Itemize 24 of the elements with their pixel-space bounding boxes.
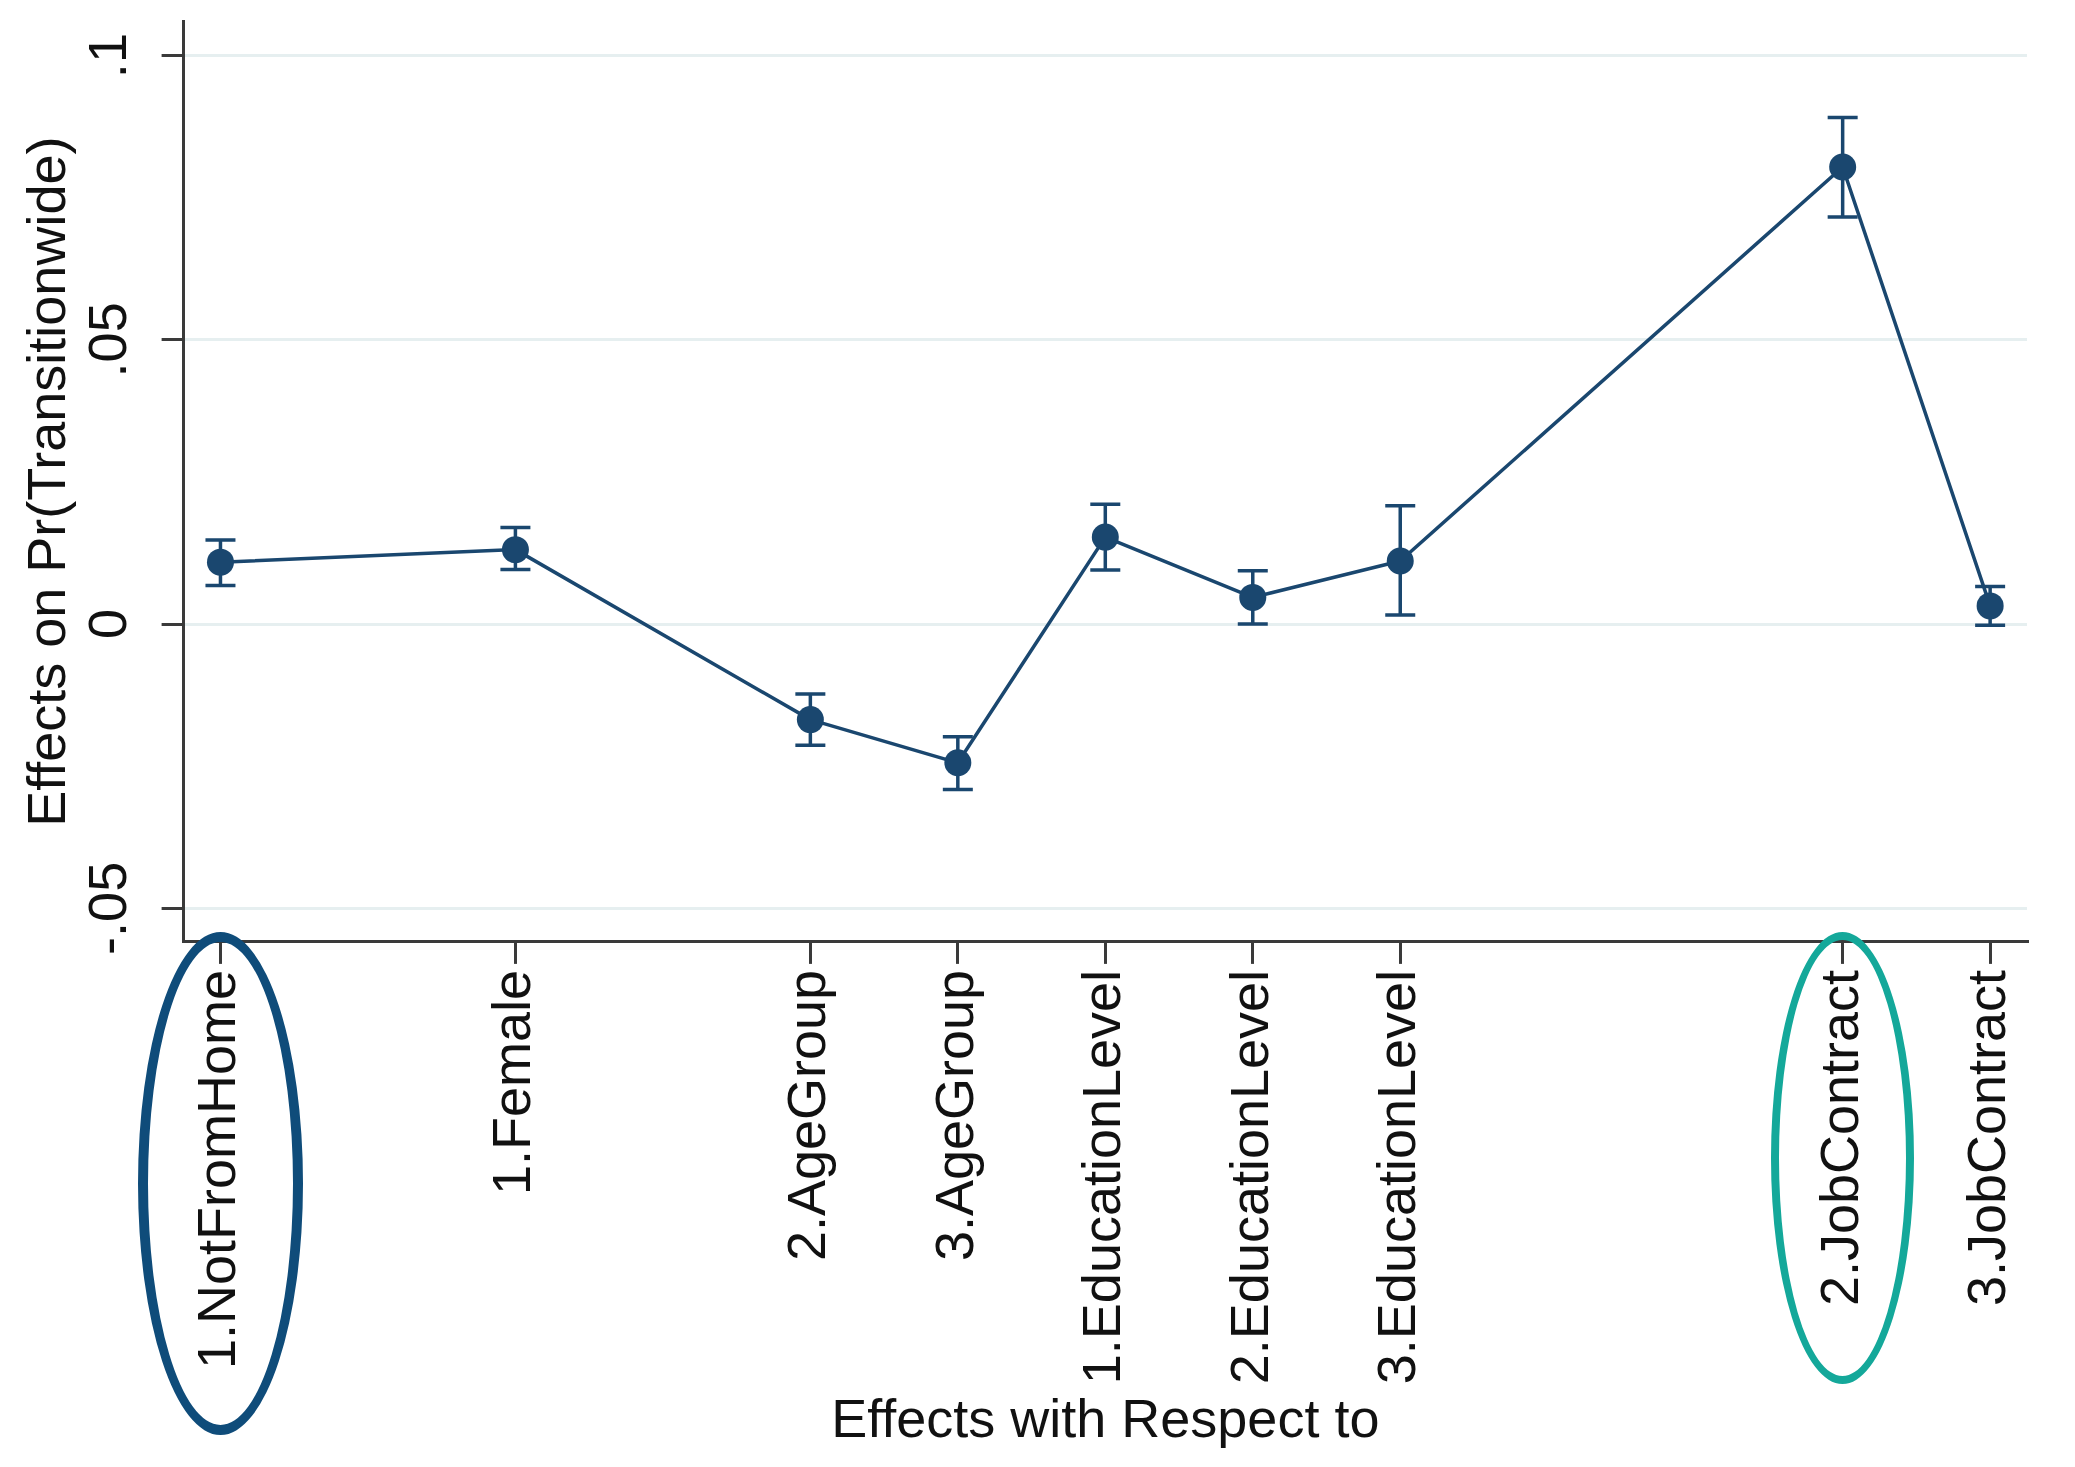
- x-tick-label: 1.NotFromHome: [186, 969, 247, 1369]
- x-tick-label: 3.JobContract: [1956, 969, 2017, 1307]
- x-axis-title: Effects with Respect to: [831, 1388, 1380, 1449]
- point: [1829, 153, 1857, 181]
- point: [944, 749, 972, 777]
- point: [206, 548, 234, 576]
- y-tick-label: -.05: [76, 861, 137, 955]
- y-tick-label: .05: [76, 302, 137, 378]
- x-tick-label: 2.EducationLevel: [1218, 969, 1279, 1385]
- y-tick-label: .1: [76, 33, 137, 79]
- x-tick-label: 2.AgeGroup: [776, 969, 837, 1262]
- x-tick-label: 1.EducationLevel: [1071, 969, 1132, 1385]
- point: [1976, 592, 2004, 620]
- point: [501, 536, 529, 564]
- point: [1091, 523, 1119, 551]
- point: [1239, 583, 1267, 611]
- point: [1386, 547, 1414, 575]
- point: [796, 706, 824, 734]
- x-tick-label: 1.Female: [481, 969, 542, 1195]
- x-tick-label: 3.AgeGroup: [923, 969, 984, 1262]
- y-axis-title: Effects on Pr(Transitionwide): [16, 136, 77, 827]
- y-tick-label: 0: [76, 609, 137, 640]
- x-tick-label: 3.EducationLevel: [1366, 969, 1427, 1385]
- x-tick-label: 2.JobContract: [1808, 969, 1869, 1307]
